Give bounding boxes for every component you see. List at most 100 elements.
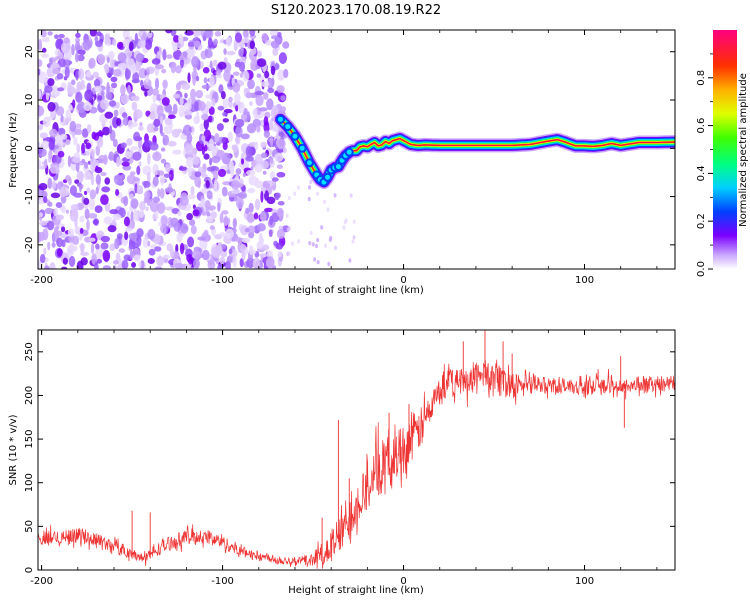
- spectrogram-noise-cell: [211, 145, 219, 153]
- spectrogram-noise-cell: [182, 124, 192, 136]
- spectrogram-noise-cell: [83, 101, 92, 112]
- spectrogram-noise-cell: [242, 30, 249, 38]
- spectrogram-noise-cell: [267, 87, 274, 94]
- spectrogram-noise-cell: [183, 102, 192, 112]
- spectrogram-noise-cell: [44, 207, 54, 215]
- spectrogram-noise-cell: [217, 61, 227, 70]
- spectrogram-noise-cell: [132, 151, 142, 161]
- spectrogram-noise-cell: [205, 179, 210, 189]
- spectrogram-noise-cell: [74, 52, 79, 63]
- spectrogram-noise-cell: [42, 228, 49, 241]
- spectrogram-noise-cell: [264, 40, 273, 46]
- spectrogram-noise-cell: [237, 101, 245, 114]
- spectrogram-noise-cell: [89, 30, 97, 37]
- spectrogram-noise-cell: [170, 61, 177, 74]
- spectrogram-noise-cell: [254, 141, 259, 151]
- spectrogram-noise-cell: [51, 232, 56, 243]
- spectrogram-noise-cell: [269, 119, 274, 131]
- spectrogram-noise-cell: [254, 163, 263, 173]
- spectrogram-noise-cell: [154, 246, 162, 252]
- spectrogram-noise-cell: [194, 100, 200, 112]
- spectrogram-noise-cell: [308, 185, 312, 190]
- colorbar-tick-label: 0.2: [696, 213, 707, 229]
- spectrogram-noise-cell: [91, 131, 97, 140]
- spectrogram-noise-cell: [260, 190, 264, 203]
- spectrogram-noise-cell: [106, 38, 111, 47]
- spectrogram-noise-cell: [152, 176, 159, 187]
- spectrogram-noise-cell: [133, 210, 139, 221]
- spectrogram-noise-cell: [64, 66, 70, 79]
- spectrogram-noise-cell: [228, 100, 233, 108]
- spectrogram-noise-cell: [177, 128, 183, 134]
- spectrogram-noise-cell: [93, 78, 101, 88]
- spectrogram-noise-cell: [246, 111, 251, 121]
- spectrogram-y-tick-label: 20: [24, 45, 35, 58]
- spectrogram-noise-cell: [60, 41, 70, 54]
- spectrogram-noise-cell: [94, 261, 99, 269]
- spectrogram-noise-cell: [90, 156, 96, 168]
- spectrogram-y-label: Frequency (Hz): [8, 112, 19, 188]
- spectrogram-noise-cell: [274, 193, 280, 201]
- spectrogram-noise-cell: [71, 157, 81, 163]
- spectrogram-noise-cell: [139, 201, 146, 211]
- spectrogram-noise-cell: [54, 34, 59, 40]
- spectrogram-noise-cell: [100, 235, 110, 243]
- spectrogram-noise-cell: [104, 177, 111, 185]
- spectrogram-noise-cell: [262, 170, 267, 175]
- spectrogram-noise-cell: [203, 77, 208, 84]
- spectrogram-noise-cell: [62, 257, 68, 265]
- spectrogram-noise-cell: [147, 240, 151, 247]
- spectrogram-noise-cell: [162, 254, 171, 259]
- spectrogram-noise-cell: [38, 123, 44, 131]
- spectrogram-noise-cell: [344, 218, 348, 223]
- spectrogram-noise-cell: [128, 41, 134, 52]
- spectrogram-noise-cell: [235, 197, 244, 209]
- spectrogram-noise-cell: [147, 153, 151, 165]
- spectrogram-noise-cell: [51, 61, 58, 69]
- spectrogram-noise-cell: [307, 196, 311, 202]
- spectrogram-noise-cell: [71, 79, 76, 86]
- spectrogram-noise-cell: [192, 73, 197, 86]
- snr-frame: [37, 329, 676, 571]
- spectrogram-noise-cell: [190, 225, 197, 235]
- spectrogram-noise-cell: [263, 190, 269, 201]
- spectrogram-noise-cell: [244, 227, 250, 233]
- spectrogram-noise-cell: [156, 50, 163, 56]
- spectrogram-noise-cell: [214, 31, 222, 37]
- spectrogram-noise-cell: [235, 105, 239, 112]
- spectrogram-noise-cell: [75, 161, 80, 173]
- spectrogram-noise-cell: [205, 100, 212, 110]
- spectrogram-noise-cell: [172, 103, 178, 115]
- spectrogram-noise-cell: [282, 41, 290, 49]
- spectrogram-noise-cell: [139, 209, 145, 219]
- spectrogram-noise-cell: [313, 257, 317, 262]
- spectrogram-noise-cell: [245, 91, 252, 99]
- colorbar-label: Normalized spectral amplitude: [738, 73, 749, 227]
- spectrogram-noise-cell: [187, 41, 195, 47]
- spectrogram-trace-point: [290, 131, 300, 141]
- spectrogram-noise-cell: [297, 239, 301, 244]
- snr-panel: -200 -100 0 100 0 50 100 150 200 250 Height of s…: [8, 329, 676, 596]
- spectrogram-noise-cell: [256, 73, 262, 78]
- spectrogram-noise-cell: [146, 198, 151, 207]
- colorbar: 0.0 0.2 0.4 0.6 0.8 Normalized spectral ampl…: [696, 30, 749, 277]
- spectrogram-noise-cell: [208, 106, 215, 116]
- spectrogram-noise-cell: [223, 217, 231, 226]
- spectrogram-noise-cell: [320, 225, 324, 230]
- spectrogram-noise-cell: [206, 166, 216, 172]
- spectrogram-noise-cell: [160, 215, 168, 227]
- spectrogram-noise-cell: [40, 53, 49, 58]
- spectrogram-noise-cell: [261, 81, 270, 88]
- spectrogram-noise-cell: [207, 205, 216, 211]
- spectrogram-noise-cell: [83, 171, 92, 181]
- spectrogram-trace-point: [304, 158, 314, 168]
- spectrogram-noise-cell: [200, 30, 205, 37]
- spectrogram-noise-cell: [184, 92, 188, 99]
- spectrogram-noise-cell: [214, 133, 220, 144]
- spectrogram-noise-cell: [278, 225, 284, 231]
- spectrogram-noise-cell: [222, 118, 230, 123]
- spectrogram-noise-cell: [160, 147, 166, 152]
- spectrogram-noise-cell: [180, 223, 189, 234]
- spectrogram-noise-cell: [222, 137, 227, 144]
- spectrogram-frame: [37, 29, 676, 270]
